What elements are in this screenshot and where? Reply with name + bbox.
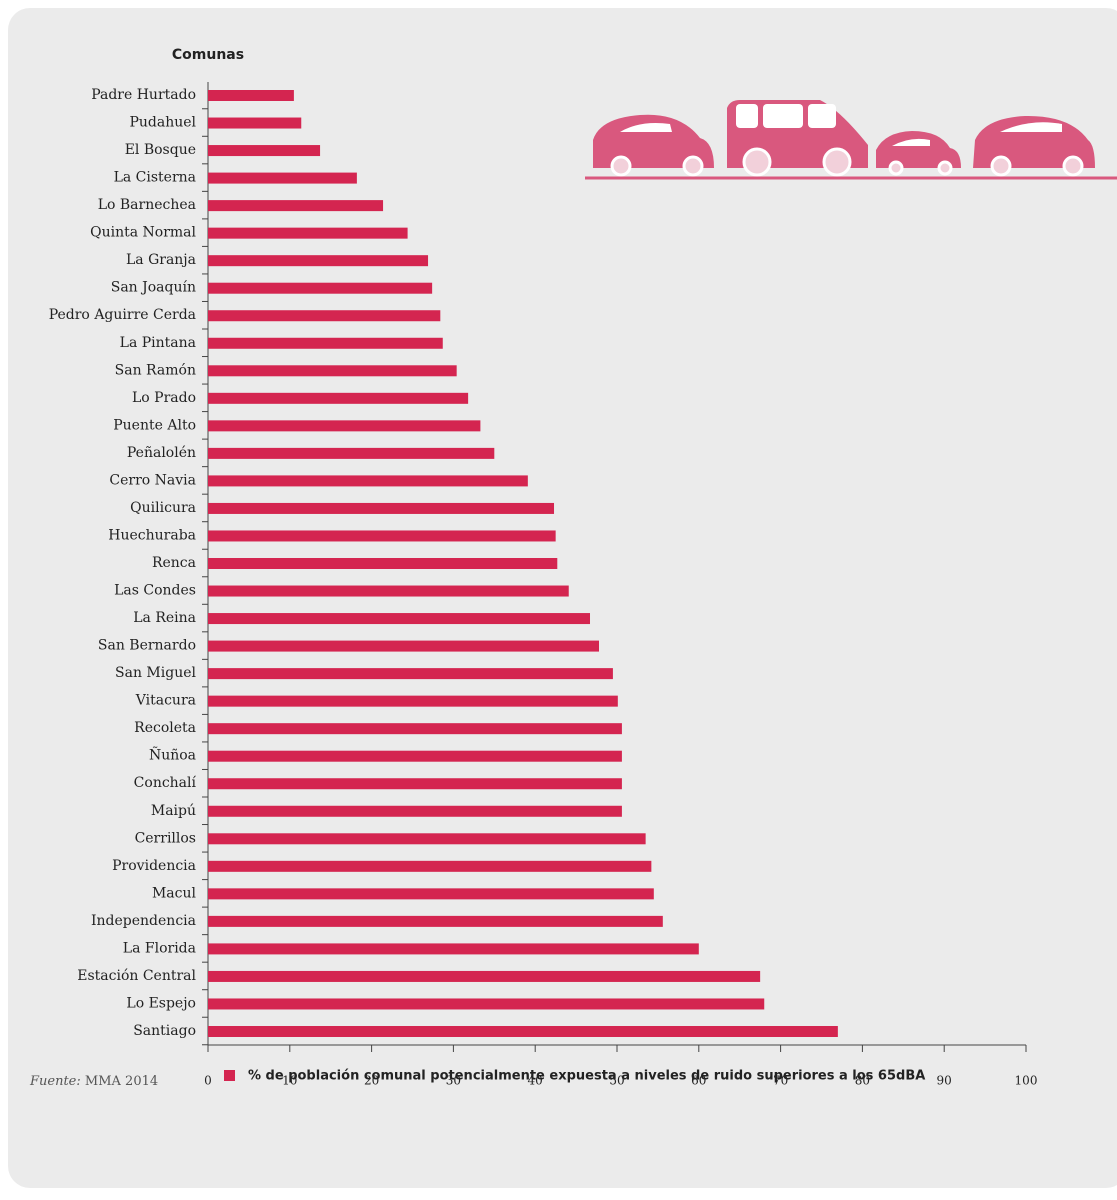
chart: Comunas Fuente: MMA 2014 % de población …	[0, 0, 1117, 1196]
y-tick-label: Ñuñoa	[149, 746, 196, 764]
bar	[208, 310, 440, 321]
y-tick-label: Puente Alto	[113, 417, 196, 433]
y-tick-label: La Florida	[123, 940, 196, 956]
bar	[208, 861, 651, 872]
y-tick-label: Estación Central	[77, 968, 196, 984]
y-tick-label: Santiago	[133, 1023, 196, 1039]
bar	[208, 503, 554, 514]
bar	[208, 613, 590, 624]
bar	[208, 806, 622, 817]
y-tick-label: La Reina	[133, 610, 196, 626]
bar	[208, 586, 569, 597]
y-tick-label: Pedro Aguirre Cerda	[49, 307, 196, 323]
bar	[208, 916, 663, 927]
y-tick-label: Renca	[152, 555, 196, 571]
x-tick-label: 20	[364, 1074, 379, 1088]
x-tick-label: 60	[691, 1074, 706, 1088]
x-tick-label: 0	[204, 1074, 212, 1088]
y-axis-title: Comunas	[172, 47, 244, 63]
y-tick-label: Las Condes	[114, 583, 196, 599]
y-tick-label: Recoleta	[134, 720, 196, 736]
bar	[208, 200, 383, 211]
bar	[208, 971, 760, 982]
bar	[208, 778, 622, 789]
bar	[208, 530, 556, 541]
x-tick-label: 90	[937, 1074, 952, 1088]
y-tick-label: Maipú	[151, 803, 196, 819]
bar	[208, 475, 528, 486]
y-tick-label: La Granja	[126, 252, 196, 268]
bar	[208, 998, 764, 1009]
bar	[208, 283, 432, 294]
bar	[208, 641, 599, 652]
bar	[208, 173, 357, 184]
y-tick-label: Providencia	[112, 858, 196, 874]
y-tick-label: San Miguel	[115, 665, 196, 681]
legend-label: % de población comunal potencialmente ex…	[248, 1069, 925, 1084]
y-tick-label: La Cisterna	[114, 170, 196, 186]
y-tick-label: El Bosque	[125, 142, 196, 158]
bar	[208, 118, 301, 129]
y-tick-label: Padre Hurtado	[91, 87, 196, 103]
bar	[208, 255, 428, 266]
y-tick-label: Peñalolén	[127, 445, 196, 461]
source-label: Fuente:	[29, 1074, 81, 1089]
x-tick-label: 10	[282, 1074, 297, 1088]
y-tick-label: Quinta Normal	[90, 225, 196, 241]
y-tick-label: San Bernardo	[98, 638, 196, 654]
x-tick-label: 30	[446, 1074, 461, 1088]
y-tick-label: Conchalí	[134, 775, 197, 791]
bar	[208, 365, 457, 376]
source: Fuente: MMA 2014	[29, 1074, 158, 1089]
x-tick-label: 40	[528, 1074, 543, 1088]
y-tick-label: Lo Prado	[132, 390, 196, 406]
x-tick-label: 100	[1015, 1074, 1038, 1088]
bar	[208, 696, 618, 707]
y-tick-label: Cerrillos	[135, 830, 196, 846]
bar	[208, 145, 320, 156]
legend-swatch	[224, 1070, 235, 1081]
bar	[208, 888, 654, 899]
bar	[208, 228, 408, 239]
bar	[208, 420, 480, 431]
y-tick-label: San Joaquín	[111, 280, 196, 296]
bar	[208, 1026, 838, 1037]
bar	[208, 393, 468, 404]
y-tick-label: Cerro Navia	[109, 472, 196, 488]
y-tick-label: Macul	[152, 885, 197, 901]
y-tick-label: Lo Espejo	[126, 995, 196, 1011]
x-tick-label: 50	[609, 1074, 624, 1088]
bar	[208, 338, 443, 349]
bar	[208, 723, 622, 734]
bar	[208, 90, 294, 101]
y-tick-label: Pudahuel	[129, 115, 196, 131]
y-tick-label: Vitacura	[135, 693, 196, 709]
source-text: MMA 2014	[85, 1074, 158, 1089]
bar	[208, 833, 646, 844]
y-tick-label: Quilicura	[130, 500, 196, 516]
y-tick-label: San Ramón	[115, 362, 196, 378]
bar	[208, 558, 557, 569]
bar	[208, 668, 613, 679]
bar	[208, 448, 494, 459]
bar	[208, 943, 699, 954]
y-tick-label: Independencia	[91, 913, 196, 929]
bar	[208, 751, 622, 762]
y-tick-label: Lo Barnechea	[98, 197, 196, 213]
x-tick-label: 80	[855, 1074, 870, 1088]
y-tick-label: Huechuraba	[108, 527, 196, 543]
x-tick-label: 70	[773, 1074, 788, 1088]
y-tick-label: La Pintana	[120, 335, 196, 351]
